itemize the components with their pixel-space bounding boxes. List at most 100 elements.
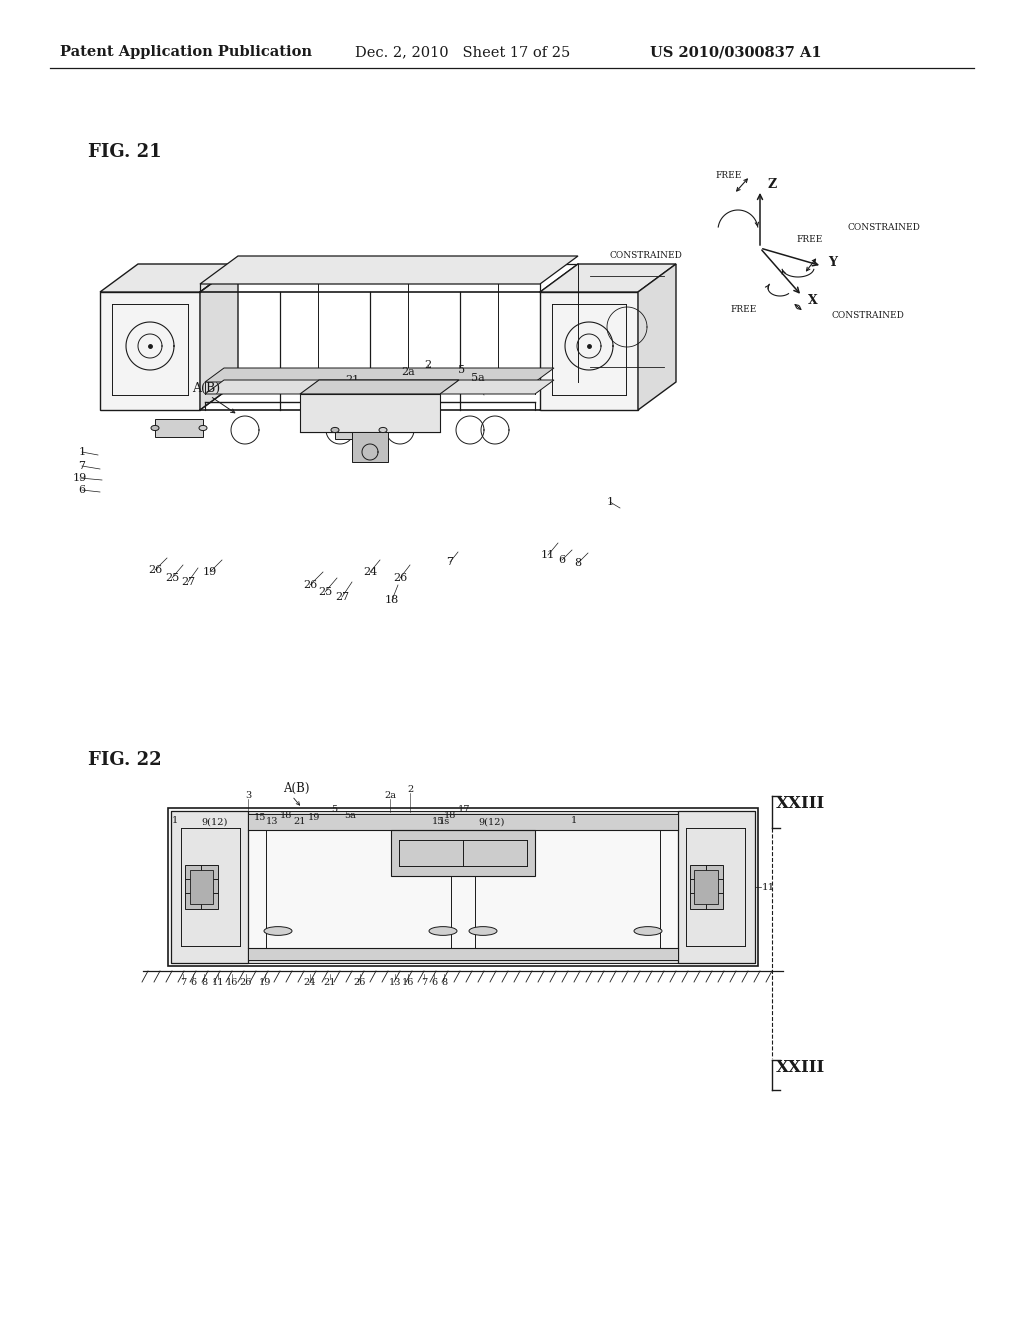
Text: 5: 5	[331, 805, 337, 814]
Text: 9(12): 9(12)	[479, 818, 505, 828]
Text: 8: 8	[201, 978, 207, 987]
Text: A(B): A(B)	[283, 781, 309, 795]
Polygon shape	[190, 870, 213, 904]
Text: FREE: FREE	[796, 235, 822, 244]
Text: 1: 1	[606, 498, 613, 507]
Polygon shape	[200, 264, 238, 411]
Text: Z: Z	[767, 177, 776, 190]
Text: 18: 18	[280, 810, 292, 820]
Text: 2: 2	[407, 785, 413, 795]
Text: 21: 21	[324, 978, 336, 987]
Text: 7: 7	[79, 461, 85, 471]
Ellipse shape	[264, 927, 292, 936]
Ellipse shape	[634, 927, 662, 936]
Text: 18: 18	[385, 595, 399, 605]
Text: 17: 17	[458, 805, 470, 814]
Polygon shape	[168, 808, 758, 966]
Polygon shape	[185, 865, 218, 909]
Text: FIG. 21: FIG. 21	[88, 143, 162, 161]
Polygon shape	[248, 814, 678, 830]
Polygon shape	[335, 421, 383, 440]
Text: 5a: 5a	[344, 810, 356, 820]
Text: 16: 16	[401, 978, 414, 987]
Text: 15: 15	[254, 813, 266, 822]
Ellipse shape	[429, 927, 457, 936]
Text: 7: 7	[446, 557, 454, 568]
Ellipse shape	[199, 425, 207, 430]
Text: US 2010/0300837 A1: US 2010/0300837 A1	[650, 45, 821, 59]
Text: 8: 8	[441, 978, 447, 987]
Text: 13: 13	[389, 978, 401, 987]
Text: 19: 19	[308, 813, 321, 822]
Polygon shape	[205, 380, 554, 393]
Text: 26: 26	[240, 978, 252, 987]
Polygon shape	[100, 264, 238, 292]
Text: CONSTRAINED: CONSTRAINED	[848, 223, 921, 232]
Text: 26: 26	[354, 978, 367, 987]
Text: 26: 26	[147, 565, 162, 576]
Polygon shape	[690, 865, 723, 909]
Text: Patent Application Publication: Patent Application Publication	[60, 45, 312, 59]
Ellipse shape	[379, 428, 387, 433]
Polygon shape	[678, 810, 755, 964]
Text: 19: 19	[259, 978, 271, 987]
Text: 19: 19	[203, 568, 217, 577]
Text: 24: 24	[304, 978, 316, 987]
Polygon shape	[300, 380, 459, 393]
Polygon shape	[171, 810, 248, 964]
Text: 19: 19	[73, 473, 87, 483]
Text: X: X	[808, 293, 818, 306]
Text: 27: 27	[335, 591, 349, 602]
Text: 25: 25	[317, 587, 332, 597]
Polygon shape	[638, 264, 676, 411]
Text: FREE: FREE	[731, 305, 757, 314]
Polygon shape	[205, 368, 554, 381]
Text: 11: 11	[541, 550, 555, 560]
Text: 24: 24	[362, 568, 377, 577]
Text: 16: 16	[226, 978, 239, 987]
Polygon shape	[200, 256, 578, 284]
Text: 6: 6	[558, 554, 565, 565]
Polygon shape	[171, 810, 755, 826]
Polygon shape	[300, 393, 440, 432]
Text: XXIII: XXIII	[776, 796, 825, 813]
Text: 6: 6	[189, 978, 196, 987]
Polygon shape	[352, 432, 388, 462]
Text: 1: 1	[79, 447, 86, 457]
Polygon shape	[100, 292, 200, 411]
Text: XXIII: XXIII	[776, 1060, 825, 1077]
Text: 1: 1	[570, 816, 578, 825]
Text: 11: 11	[212, 978, 224, 987]
Polygon shape	[540, 292, 638, 411]
Polygon shape	[540, 264, 676, 292]
Text: 7: 7	[180, 978, 186, 987]
Polygon shape	[155, 418, 203, 437]
Text: CONSTRAINED: CONSTRAINED	[831, 312, 905, 321]
Text: 21: 21	[294, 817, 306, 826]
Text: Y: Y	[828, 256, 837, 269]
Text: 2a: 2a	[384, 791, 396, 800]
Text: 1: 1	[172, 816, 178, 825]
Text: 3: 3	[245, 791, 251, 800]
Text: 11: 11	[762, 883, 775, 891]
Text: 25: 25	[165, 573, 179, 583]
Text: 6: 6	[431, 978, 437, 987]
Text: 2: 2	[424, 360, 431, 370]
Text: 8: 8	[574, 558, 582, 568]
Polygon shape	[248, 948, 678, 960]
Text: 5a: 5a	[471, 374, 485, 383]
Text: FREE: FREE	[716, 172, 742, 181]
Text: 2a: 2a	[401, 367, 415, 378]
Text: 9(12): 9(12)	[202, 818, 228, 828]
Ellipse shape	[469, 927, 497, 936]
Text: 7: 7	[421, 978, 427, 987]
Text: 15: 15	[432, 817, 444, 826]
Text: CONSTRAINED: CONSTRAINED	[609, 252, 682, 260]
Text: A(B): A(B)	[193, 381, 220, 395]
Polygon shape	[694, 870, 718, 904]
Text: 27: 27	[181, 577, 195, 587]
Ellipse shape	[151, 425, 159, 430]
Text: Dec. 2, 2010   Sheet 17 of 25: Dec. 2, 2010 Sheet 17 of 25	[355, 45, 570, 59]
Text: 13: 13	[266, 817, 279, 826]
Text: 18: 18	[443, 810, 456, 820]
